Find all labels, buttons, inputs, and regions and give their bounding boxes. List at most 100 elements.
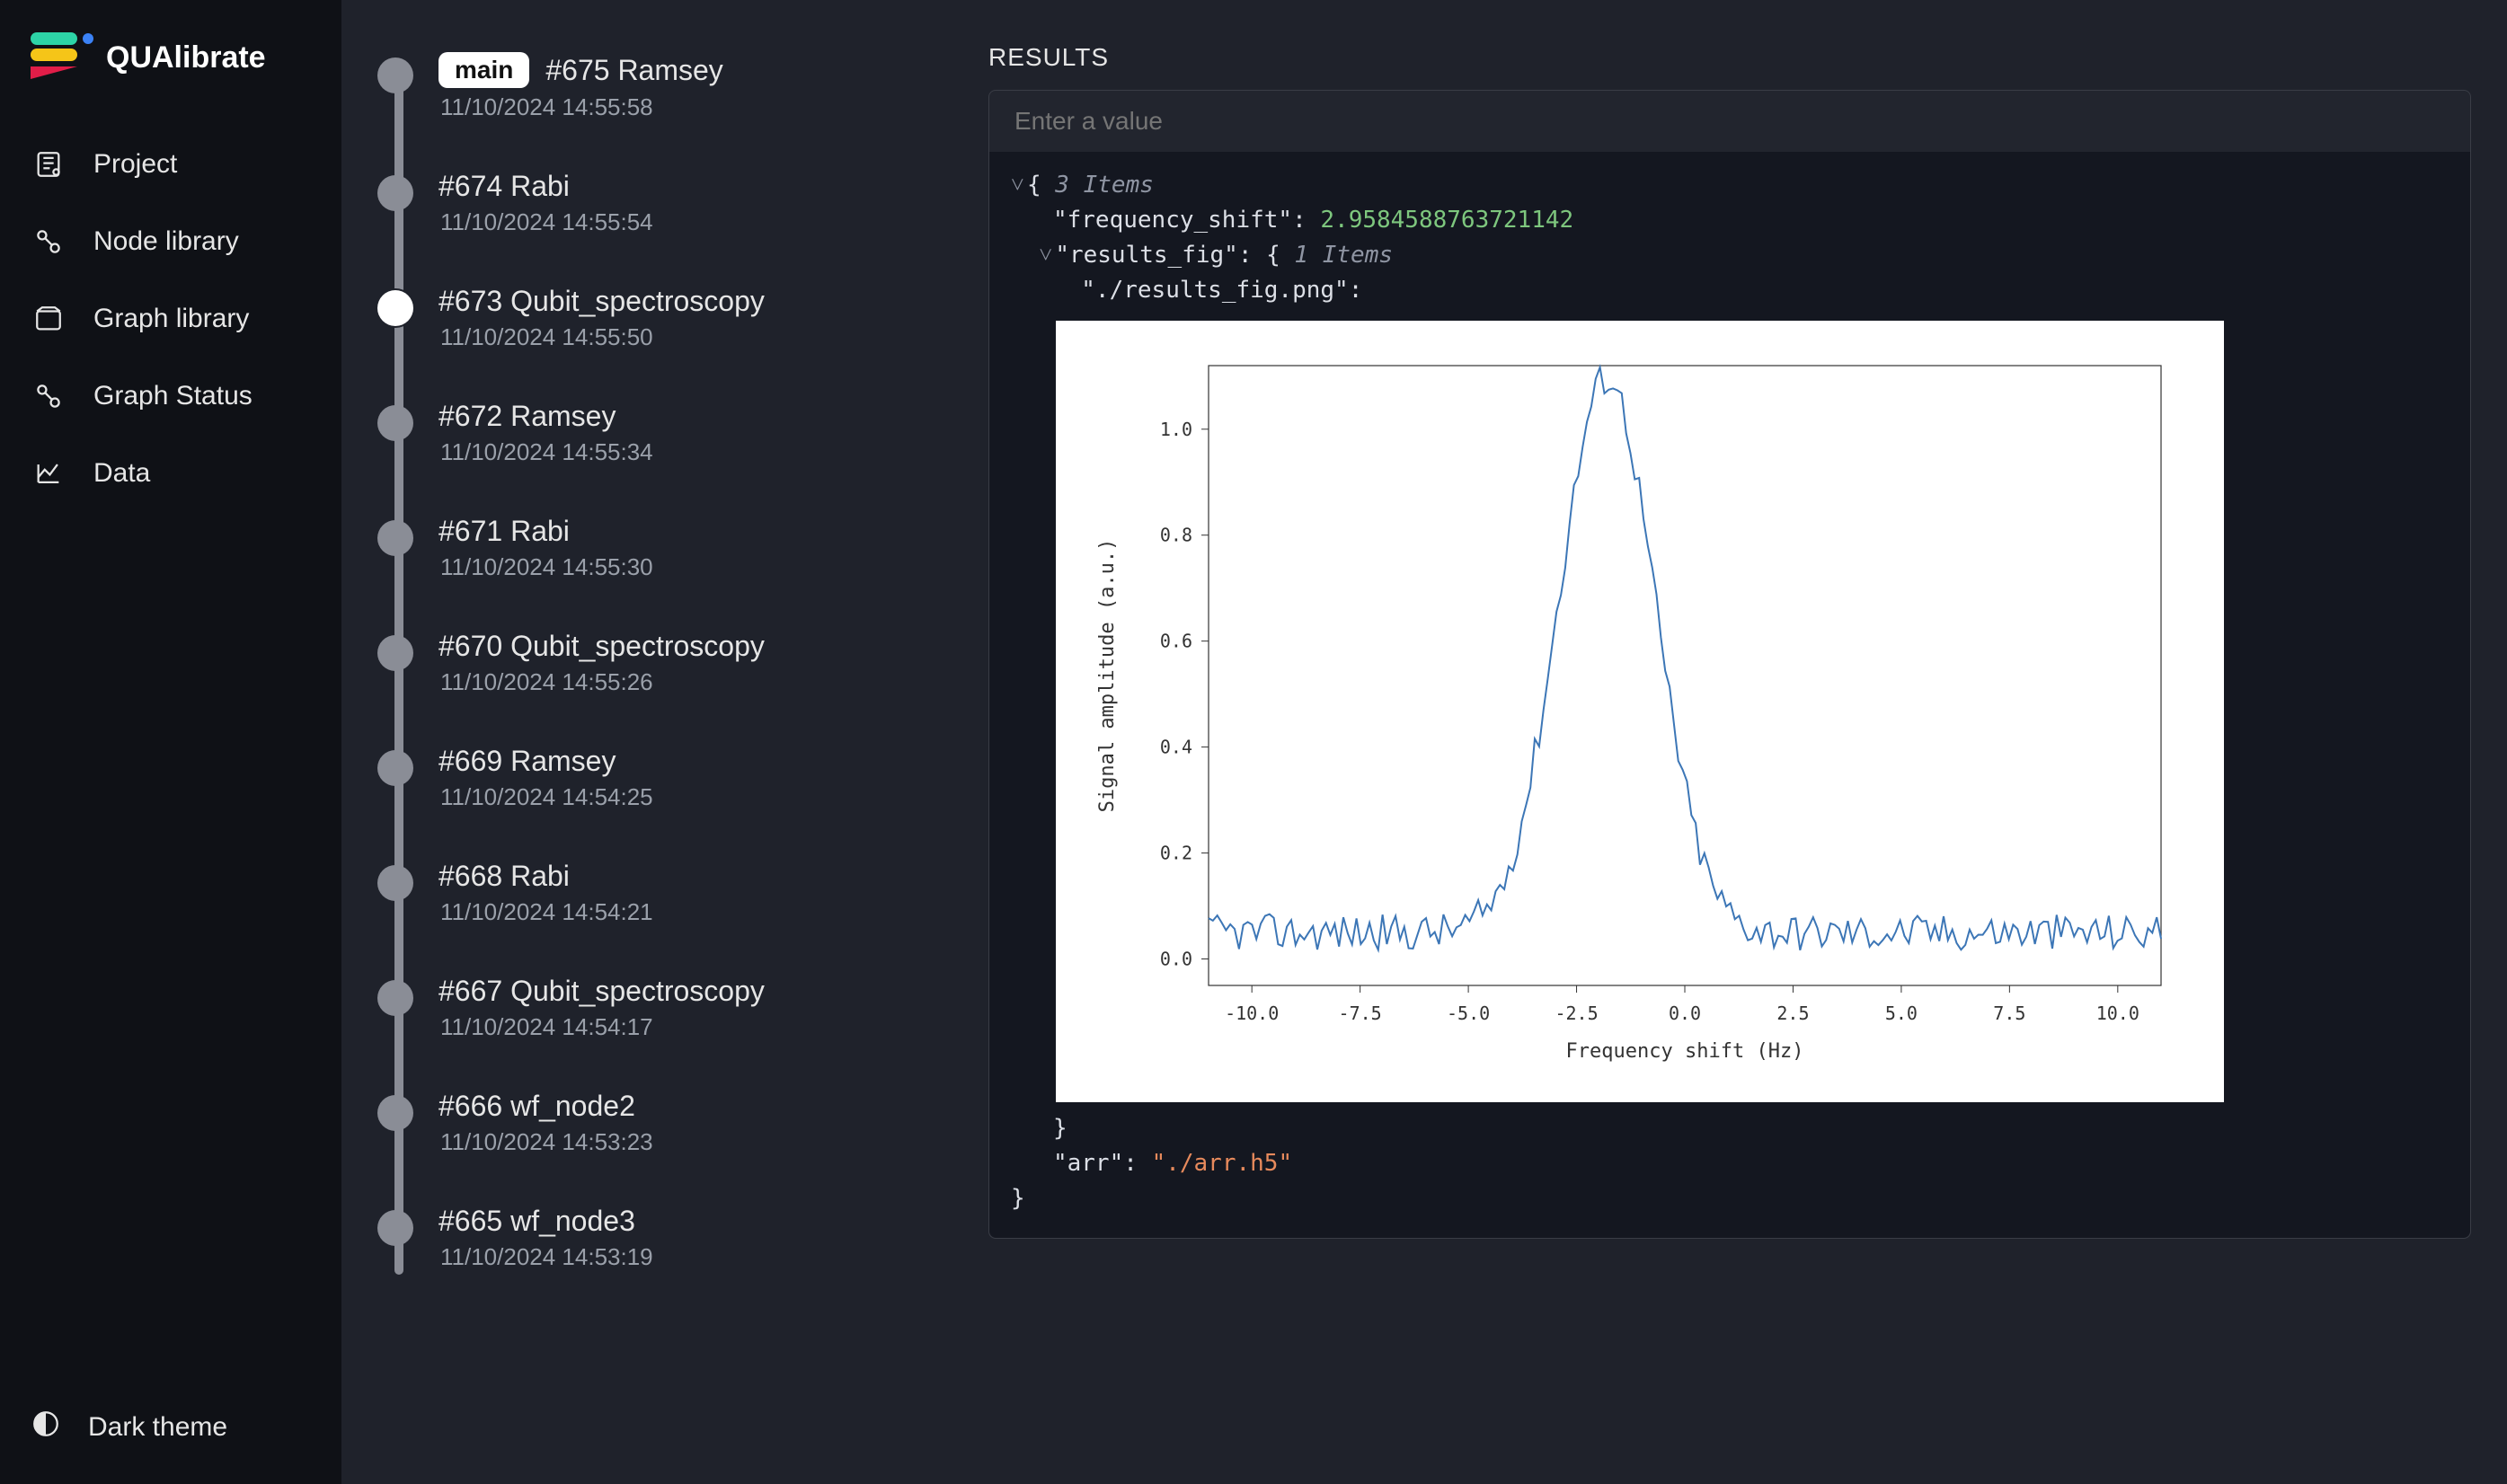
sidebar-item-data[interactable]: Data — [22, 442, 320, 505]
run-timestamp: 11/10/2024 14:55:26 — [439, 668, 765, 696]
svg-text:-2.5: -2.5 — [1555, 1003, 1598, 1024]
results-header: RESULTS — [988, 43, 2471, 72]
svg-text:0.2: 0.2 — [1160, 843, 1192, 864]
svg-text:Frequency shift (Hz): Frequency shift (Hz) — [1566, 1040, 1804, 1063]
svg-text:0.0: 0.0 — [1160, 949, 1192, 970]
run-title: #668 Rabi — [439, 860, 570, 893]
run-body: #673 Qubit_spectroscopy 11/10/2024 14:55:… — [439, 285, 765, 351]
svg-text:-7.5: -7.5 — [1339, 1003, 1382, 1024]
run-body: #668 Rabi 11/10/2024 14:54:21 — [439, 860, 653, 926]
svg-text:0.8: 0.8 — [1160, 525, 1192, 546]
sidebar-item-label: Data — [93, 458, 150, 489]
theme-label: Dark theme — [88, 1412, 227, 1443]
json-caret-icon[interactable]: ˅ — [1011, 168, 1027, 203]
run-row[interactable]: #669 Ramsey11/10/2024 14:54:25 — [377, 736, 942, 851]
run-row[interactable]: #665 wf_node3 11/10/2024 14:53:19 — [377, 1196, 942, 1311]
run-title: #675 Ramsey — [545, 54, 722, 87]
sidebar-item-label: Graph library — [93, 304, 249, 334]
svg-text:2.5: 2.5 — [1776, 1003, 1809, 1024]
run-title: #669 Ramsey — [439, 745, 616, 778]
run-timestamp: 11/10/2024 14:55:58 — [439, 93, 723, 121]
run-dot — [377, 635, 413, 671]
data-icon — [31, 458, 66, 489]
run-body: #666 wf_node211/10/2024 14:53:23 — [439, 1090, 653, 1156]
svg-text:1.0: 1.0 — [1160, 419, 1192, 440]
svg-text:7.5: 7.5 — [1993, 1003, 2025, 1024]
json-caret-icon[interactable]: ˅ — [1039, 238, 1055, 273]
run-timestamp: 11/10/2024 14:55:54 — [439, 208, 653, 236]
run-dot — [377, 57, 413, 93]
results-filter-input[interactable] — [989, 91, 2470, 152]
theme-toggle[interactable]: Dark theme — [22, 1392, 320, 1462]
run-timestamp: 11/10/2024 14:54:21 — [439, 898, 653, 926]
sidebar-item-label: Node library — [93, 226, 239, 257]
results-box: ˅{ 3 Items "frequency_shift": 2.95845887… — [988, 90, 2471, 1239]
sidebar-nav: Project Node library Graph library Graph St… — [22, 133, 320, 505]
run-row[interactable]: #667 Qubit_spectroscopy 11/10/2024 14:54:… — [377, 966, 942, 1081]
run-title: #672 Ramsey — [439, 400, 616, 433]
sidebar-item-status[interactable]: Graph Status — [22, 365, 320, 428]
run-timestamp: 11/10/2024 14:54:17 — [439, 1013, 765, 1041]
run-body: #674 Rabi 11/10/2024 14:55:54 — [439, 170, 653, 236]
run-timestamp: 11/10/2024 14:55:50 — [439, 323, 765, 351]
run-row[interactable]: #668 Rabi 11/10/2024 14:54:21 — [377, 851, 942, 966]
svg-text:-5.0: -5.0 — [1447, 1003, 1490, 1024]
run-dot — [377, 405, 413, 441]
run-body: #669 Ramsey11/10/2024 14:54:25 — [439, 745, 653, 811]
run-dot — [377, 980, 413, 1016]
run-title: #670 Qubit_spectroscopy — [439, 630, 765, 663]
sidebar-item-project[interactable]: Project — [22, 133, 320, 196]
run-dot — [377, 520, 413, 556]
branch-badge: main — [439, 52, 529, 88]
run-timestamp: 11/10/2024 14:53:19 — [439, 1243, 653, 1271]
svg-text:Signal amplitude (a.u.): Signal amplitude (a.u.) — [1096, 539, 1119, 813]
node-icon — [31, 226, 66, 257]
svg-text:-10.0: -10.0 — [1225, 1003, 1279, 1024]
run-body: main #675 Ramsey 11/10/2024 14:55:58 — [439, 52, 723, 121]
graph-icon — [31, 304, 66, 334]
results-panel: RESULTS ˅{ 3 Items "frequency_shift": 2.… — [970, 0, 2507, 1484]
run-dot — [377, 750, 413, 786]
run-dot — [377, 865, 413, 901]
run-dot — [377, 290, 413, 326]
sidebar-item-graph[interactable]: Graph library — [22, 287, 320, 350]
svg-text:0.4: 0.4 — [1160, 737, 1192, 758]
status-icon — [31, 381, 66, 411]
run-body: #665 wf_node3 11/10/2024 14:53:19 — [439, 1205, 653, 1271]
run-dot — [377, 1095, 413, 1131]
app-name: QUAlibrate — [106, 40, 266, 75]
theme-icon — [31, 1409, 61, 1446]
app-logo: QUAlibrate — [22, 32, 320, 79]
sidebar-item-node[interactable]: Node library — [22, 210, 320, 273]
run-row[interactable]: #673 Qubit_spectroscopy 11/10/2024 14:55:… — [377, 276, 942, 391]
run-title: #671 Rabi — [439, 515, 570, 548]
sidebar-item-label: Graph Status — [93, 381, 252, 411]
run-title: #667 Qubit_spectroscopy — [439, 975, 765, 1008]
results-figure: -10.0-7.5-5.0-2.50.02.55.07.510.00.00.20… — [1056, 321, 2224, 1102]
results-chart: -10.0-7.5-5.0-2.50.02.55.07.510.00.00.20… — [1083, 348, 2197, 1084]
run-body: #670 Qubit_spectroscopy 11/10/2024 14:55:… — [439, 630, 765, 696]
svg-text:10.0: 10.0 — [2096, 1003, 2139, 1024]
run-row[interactable]: #670 Qubit_spectroscopy 11/10/2024 14:55:… — [377, 621, 942, 736]
results-json-tree: ˅{ 3 Items "frequency_shift": 2.95845887… — [989, 152, 2470, 1238]
project-icon — [31, 149, 66, 180]
svg-text:0.6: 0.6 — [1160, 631, 1192, 652]
sidebar: QUAlibrate Project Node library Graph libr… — [0, 0, 341, 1484]
run-timestamp: 11/10/2024 14:55:34 — [439, 438, 653, 466]
run-title: #666 wf_node2 — [439, 1090, 635, 1123]
run-title: #674 Rabi — [439, 170, 570, 203]
run-title: #673 Qubit_spectroscopy — [439, 285, 765, 318]
runs-timeline-panel: main #675 Ramsey 11/10/2024 14:55:58 #674 R… — [341, 0, 970, 1484]
run-dot — [377, 175, 413, 211]
run-row[interactable]: #672 Ramsey 11/10/2024 14:55:34 — [377, 391, 942, 506]
run-body: #672 Ramsey 11/10/2024 14:55:34 — [439, 400, 653, 466]
run-body: #671 Rabi11/10/2024 14:55:30 — [439, 515, 653, 581]
run-row[interactable]: #674 Rabi 11/10/2024 14:55:54 — [377, 161, 942, 276]
run-row[interactable]: main #675 Ramsey 11/10/2024 14:55:58 — [377, 43, 942, 161]
run-row[interactable]: #666 wf_node211/10/2024 14:53:23 — [377, 1081, 942, 1196]
svg-text:5.0: 5.0 — [1885, 1003, 1918, 1024]
run-title: #665 wf_node3 — [439, 1205, 635, 1238]
run-row[interactable]: #671 Rabi11/10/2024 14:55:30 — [377, 506, 942, 621]
runs-timeline: main #675 Ramsey 11/10/2024 14:55:58 #674 R… — [377, 43, 942, 1311]
run-dot — [377, 1210, 413, 1246]
